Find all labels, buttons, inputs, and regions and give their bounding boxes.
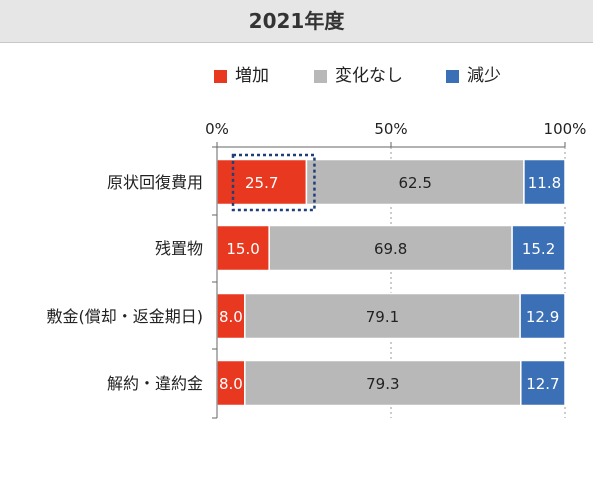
data-label: 15.0	[226, 240, 259, 258]
data-label: 79.3	[366, 375, 399, 393]
x-tick-label: 50%	[374, 120, 407, 138]
data-label: 25.7	[245, 174, 278, 192]
data-label: 79.1	[366, 308, 399, 326]
data-label: 8.0	[219, 375, 243, 393]
data-label: 8.0	[219, 308, 243, 326]
data-label: 62.5	[398, 174, 431, 192]
legend-swatch-increase	[214, 70, 227, 83]
legend-swatch-decrease	[446, 70, 459, 83]
category-label: 敷金(償却・返金期日)	[47, 307, 204, 326]
legend-label-increase: 増加	[235, 66, 269, 86]
bar-segment	[216, 292, 246, 340]
legend-label-no-change: 変化なし	[335, 66, 403, 86]
x-tick-label: 100%	[544, 120, 587, 138]
bar-segment	[520, 359, 566, 407]
data-label: 11.8	[528, 174, 561, 192]
bar-segment	[519, 292, 566, 340]
x-tick-label: 0%	[205, 120, 229, 138]
bar-segment	[523, 158, 566, 206]
data-label: 15.2	[522, 240, 555, 258]
chart-title: 2021年度	[248, 9, 345, 33]
category-label: 残置物	[155, 239, 203, 258]
bar-segment	[511, 224, 566, 272]
title-band	[0, 0, 593, 43]
data-label: 12.7	[526, 375, 559, 393]
legend-swatch-no-change	[314, 70, 327, 83]
category-label: 解約・違約金	[107, 374, 203, 393]
legend-label-decrease: 減少	[467, 66, 501, 86]
data-label: 12.9	[526, 308, 559, 326]
bar-segment	[244, 359, 522, 407]
bar-segment	[268, 224, 513, 272]
category-label: 原状回復費用	[107, 173, 203, 192]
data-label: 69.8	[374, 240, 407, 258]
highlight-box	[231, 153, 316, 212]
